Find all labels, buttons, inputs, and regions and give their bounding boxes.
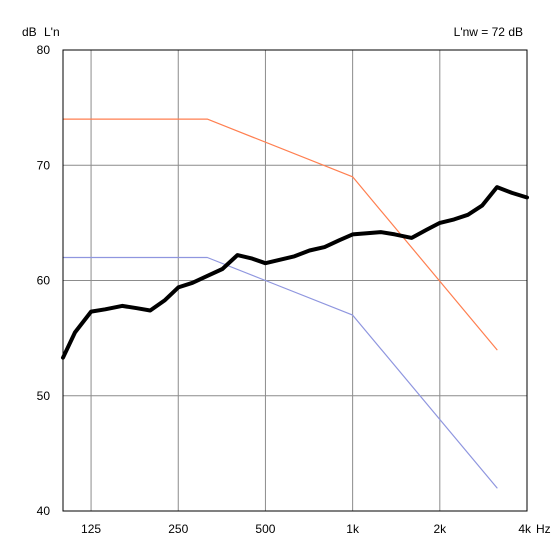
y-quantity-label: L'n [44,25,60,39]
x-tick-label: 250 [168,522,188,536]
y-tick-labels: 40 50 60 70 80 [37,43,51,518]
y-tick-label: 70 [37,158,51,172]
rating-annotation: L'nw = 72 dB [454,25,523,39]
x-tick-label: 4k [518,522,532,536]
series-group [61,118,529,489]
measured-curve-line [61,185,529,360]
reference-curve-line-1 [62,256,498,489]
x-unit-label: Hz [536,522,551,536]
x-tick-labels: 125 250 500 1k 2k 4k [81,522,532,536]
x-tick-label: 500 [255,522,275,536]
x-tick-label: 2k [433,522,447,536]
reference-curve-line-0 [62,118,498,351]
x-tick-label: 125 [81,522,101,536]
y-unit-label: dB [22,25,37,39]
x-tick-label: 1k [346,522,360,536]
y-tick-label: 40 [37,504,51,518]
y-tick-label: 50 [37,389,51,403]
y-tick-label: 60 [37,274,51,288]
plot-frame [62,49,528,512]
y-tick-label: 80 [37,43,51,57]
